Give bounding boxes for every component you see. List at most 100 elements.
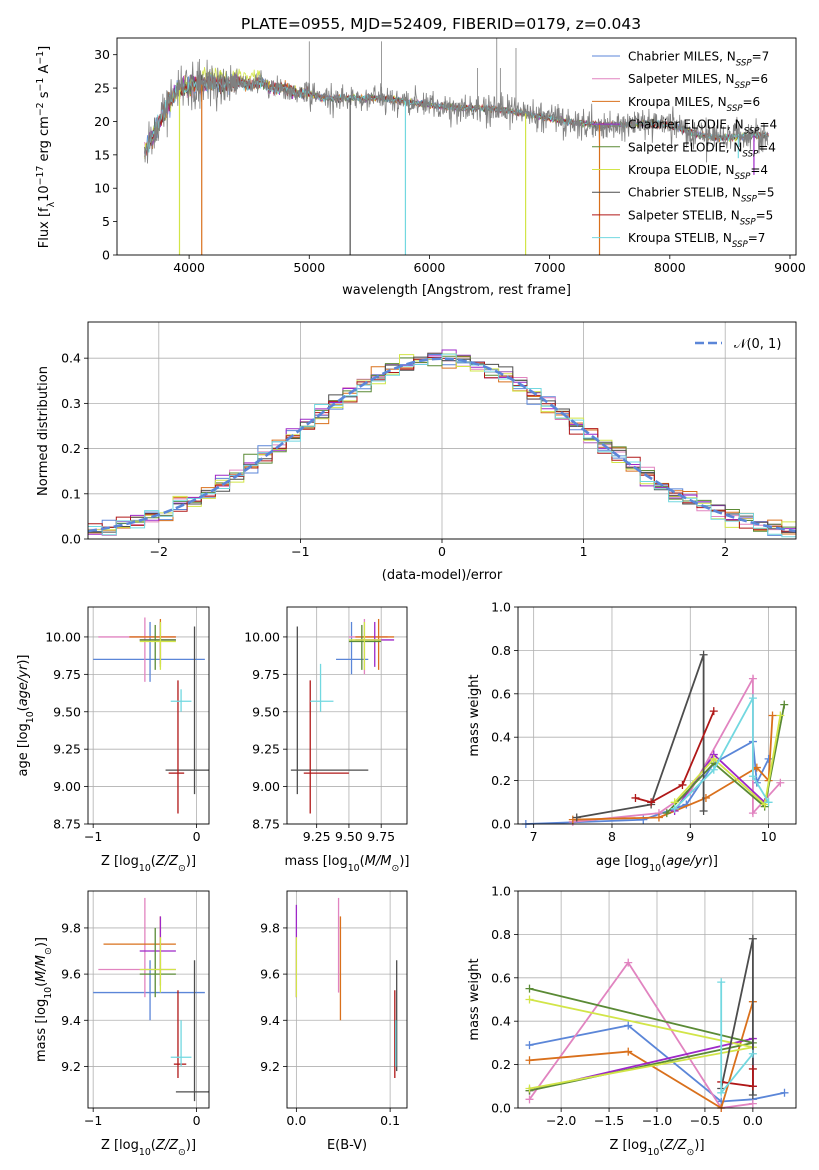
weight-marker [717, 1088, 726, 1097]
x-tick-label: 0 [193, 829, 201, 844]
legend-label: Salpeter STELIB, NSSP=5 [628, 208, 773, 227]
y-tick-label: 8.75 [53, 817, 81, 832]
label-part: −1 [35, 51, 46, 65]
label-part: λ [46, 201, 57, 207]
weight-series-line [635, 710, 715, 804]
x-axis-label: Z [log10(Z/Z⊙)] [101, 1138, 196, 1158]
label-part: )] [16, 654, 31, 664]
label-part: Chabrier MILES, N [628, 50, 736, 64]
weight-marker [624, 1047, 633, 1056]
x-tick-label: 10 [761, 829, 777, 844]
plot-area [525, 934, 789, 1112]
label-part: mass [log [34, 999, 49, 1062]
label-part: )] [399, 854, 409, 869]
legend-label: Salpeter ELODIE, NSSP=4 [628, 140, 776, 159]
y-tick-label: 0.8 [491, 927, 511, 942]
label-part: Salpeter MILES, N [628, 72, 735, 86]
legend-label: Kroupa ELODIE, NSSP=4 [628, 163, 768, 182]
label-part: E(B-V) [327, 1138, 367, 1153]
weight-marker [572, 813, 581, 822]
figure-title: PLATE=0955, MJD=52409, FIBERID=0179, z=0… [241, 15, 641, 33]
y-tick-label: 0.4 [491, 730, 511, 745]
y-tick-label: 9.2 [61, 1059, 81, 1074]
y-tick-label: 8.75 [252, 817, 280, 832]
y-tick-label: 0.0 [61, 532, 81, 547]
label-part: s [37, 91, 52, 102]
x-tick-label: 8000 [654, 260, 686, 275]
x-axis-label: (data-model)/error [382, 568, 503, 583]
y-tick-label: 9.6 [61, 967, 81, 982]
axes-frame [87, 321, 797, 540]
legend-label: 𝒩(0, 1) [734, 337, 781, 352]
y-tick-label: 9.4 [260, 1013, 280, 1028]
label-part: ( [151, 854, 156, 869]
weight-marker [748, 1090, 757, 1099]
weight-marker [748, 1082, 757, 1091]
weight-marker [699, 650, 708, 659]
observed-spectrum-line [144, 58, 769, 164]
label-part: Salpeter STELIB, N [628, 208, 740, 222]
panel-massweight-vs-Z: −2.0 −1.5 −1.0 −0.5 0.0 0.0 0.2 0.4 0.6 0.8 1.0 Z [… [467, 884, 797, 1158]
label-part: ( [16, 706, 31, 711]
x-tick-label: 7000 [534, 260, 566, 275]
label-part: −1 [35, 78, 46, 92]
x-tick-label: −2 [150, 544, 168, 559]
panel-spectrum: 4000 5000 6000 7000 8000 9000 0 5 10 15 20 25 30 wave… [35, 37, 806, 298]
label-part: 10 [647, 1147, 659, 1158]
x-axis-label: mass [log10(M/M⊙)] [285, 854, 410, 874]
x-tick-label: 1 [580, 544, 588, 559]
weight-marker [768, 711, 777, 720]
legend-label: Salpeter MILES, NSSP=6 [628, 72, 768, 91]
label-part: Kroupa ELODIE, N [628, 163, 735, 177]
y-tick-label: 9.6 [260, 967, 280, 982]
label-part: ⊙ [687, 1147, 695, 1158]
y-axis-label: mass weight [467, 958, 482, 1040]
label-part: )] [186, 854, 196, 869]
weight-marker [525, 995, 534, 1004]
x-axis-label: Z [log10(Z/Z⊙)] [101, 854, 196, 874]
label-part: ⊙ [178, 863, 186, 874]
label-part: −2 [35, 102, 46, 116]
x-axis-label: age [log10(age/yr)] [596, 854, 718, 874]
y-tick-label: 30 [94, 47, 110, 62]
y-tick-label: 0.1 [61, 486, 81, 501]
weight-series-line [572, 715, 774, 821]
label-part: ( [360, 854, 365, 869]
weight-series-line [576, 654, 705, 819]
label-part: Flux [f [37, 207, 52, 248]
x-tick-label: −0.5 [690, 1113, 720, 1128]
weight-marker [748, 772, 757, 781]
axes-frame [87, 890, 210, 1109]
y-axis-label: mass [log10(M/M⊙)] [34, 937, 54, 1062]
y-tick-label: 9.00 [53, 779, 81, 794]
label-part: 10 [139, 1147, 151, 1158]
x-tick-label: −1.5 [594, 1113, 624, 1128]
x-tick-label: 0.0 [286, 1113, 306, 1128]
x-tick-label: 2 [721, 544, 729, 559]
y-tick-label: 9.4 [61, 1013, 81, 1028]
y-tick-label: 5 [102, 214, 110, 229]
label-part: )] [694, 1138, 704, 1153]
y-tick-label: 0.8 [491, 643, 511, 658]
weight-series-line [529, 1001, 754, 1110]
weight-series-line [673, 715, 782, 807]
label-part: SSP [735, 172, 752, 182]
weight-marker [748, 674, 757, 683]
weight-marker [780, 700, 789, 709]
weight-marker [662, 809, 671, 818]
y-axis-label: Flux [fλ10−17 erg cm−2 s−1 A−1] [35, 46, 57, 248]
weight-marker [752, 763, 761, 772]
y-tick-label: 1.0 [491, 884, 511, 899]
x-tick-label: −1 [291, 544, 309, 559]
label-part: age [log [16, 723, 31, 776]
label-part: =5 [757, 186, 775, 200]
y-tick-label: 9.75 [252, 667, 280, 682]
panel-mass-vs-Z: −1 09.29.49.69.8Z [log10(Z/Z⊙)]mass [log1… [34, 890, 210, 1158]
label-part: M/M [34, 955, 49, 982]
x-tick-label: −1 [84, 1113, 102, 1128]
histogram-series [88, 353, 796, 538]
label-part: age/yr [666, 854, 709, 869]
label-part: )] [34, 937, 49, 947]
